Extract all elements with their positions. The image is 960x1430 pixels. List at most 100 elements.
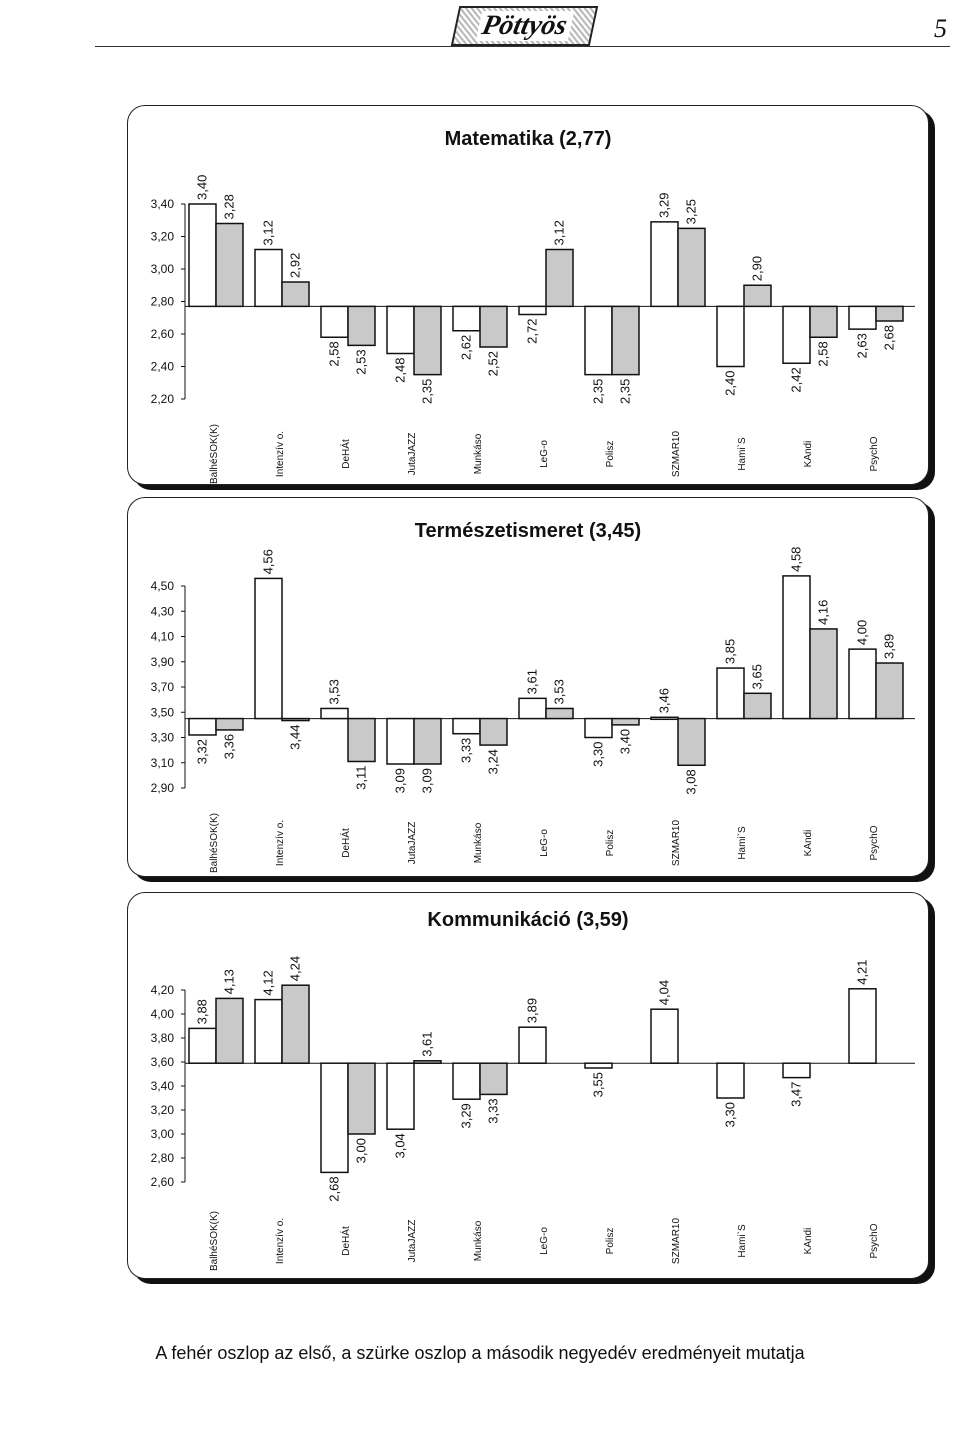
bar-first-quarter: [518, 1026, 547, 1064]
y-tick-label: 4,30: [151, 604, 175, 618]
bar-first-quarter: [188, 717, 217, 736]
data-label: 3,00: [354, 1138, 369, 1163]
data-label: 2,68: [882, 325, 897, 350]
data-label: 3,36: [222, 734, 237, 759]
bar-first-quarter: [716, 667, 745, 720]
bar-second-quarter: [215, 997, 244, 1064]
magazine-logo: Pöttyös: [450, 6, 599, 46]
chart-title: Matematika (2,77): [444, 128, 612, 150]
category-label: Hami`S: [736, 437, 748, 471]
y-tick-label: 2,80: [151, 1151, 175, 1165]
data-label: 2,35: [591, 379, 606, 404]
bar-second-quarter: [347, 305, 376, 347]
category-label: Polisz: [605, 441, 616, 468]
data-label: 4,58: [789, 547, 804, 572]
data-label: 4,04: [657, 980, 672, 1005]
category-label: Intenzív o.: [275, 431, 286, 477]
bar-first-quarter: [188, 1027, 217, 1064]
data-label: 3,40: [618, 729, 633, 754]
bar-second-quarter: [347, 1062, 376, 1135]
bar-first-quarter: [848, 305, 877, 330]
bar-first-quarter: [782, 1062, 811, 1079]
bar-second-quarter: [479, 717, 508, 746]
data-label: 2,68: [327, 1176, 342, 1201]
bar-first-quarter: [716, 1062, 745, 1099]
data-label: 3,85: [723, 639, 738, 664]
data-label: 3,11: [354, 765, 369, 789]
chart-matematika: 3,40 3,20 3,00 2,80 2,60 2,40 2,20 3,40 3,28 Balh…: [151, 175, 915, 484]
data-label: 3,08: [684, 769, 699, 794]
category-label: LeG-o: [539, 1227, 550, 1255]
category-label: Munkáso: [473, 822, 484, 863]
data-label: 3,09: [393, 768, 408, 793]
category-label: Intenzív o.: [275, 1218, 286, 1264]
data-label: 2,63: [855, 333, 870, 358]
y-tick-label: 3,90: [151, 655, 175, 669]
chart-panel-matematika: Matematika (2,77) 3,40 3,20 3,00 2,80 2,60 2,…: [127, 105, 929, 485]
page-header: Pöttyös 5: [0, 0, 960, 60]
data-label: 3,29: [459, 1103, 474, 1128]
category-label: SZMAR10: [671, 1218, 682, 1265]
bar-second-quarter: [611, 305, 640, 376]
bar-first-quarter: [320, 707, 349, 720]
category-label: BalhéSOK(K): [209, 813, 220, 873]
bar-second-quarter: [281, 984, 310, 1064]
category-label: PsychO: [869, 1223, 880, 1258]
bar-second-quarter: [413, 305, 442, 376]
data-label: 3,25: [684, 199, 699, 224]
data-label: 3,53: [552, 679, 567, 704]
bar-first-quarter: [452, 305, 481, 332]
page-number: 5: [934, 14, 947, 43]
data-label: 3,53: [327, 679, 342, 704]
category-label: KAndi: [803, 830, 814, 857]
data-label: 3,33: [486, 1098, 501, 1123]
bar-second-quarter: [281, 281, 310, 308]
chart-termeszetismeret: 4,50 4,30 4,10 3,90 3,70 3,50 3,30 3,10 2,90 3,32…: [151, 547, 915, 873]
data-label: 2,52: [486, 351, 501, 376]
bar-first-quarter: [650, 1008, 679, 1064]
bar-second-quarter: [215, 222, 244, 308]
data-label: 2,35: [618, 379, 633, 404]
data-label: 4,21: [855, 959, 870, 984]
bar-second-quarter: [809, 305, 838, 338]
data-label: 2,58: [327, 341, 342, 366]
category-label: Munkáso: [473, 433, 484, 474]
bar-first-quarter: [584, 305, 613, 376]
chart-kommunikacio: 4,20 4,00 3,80 3,60 3,40 3,20 3,00 2,80 2,60 3,88…: [151, 956, 915, 1271]
bar-first-quarter: [386, 717, 415, 765]
y-tick-label: 2,60: [151, 1175, 175, 1189]
category-label: JutaJAZZ: [407, 822, 418, 865]
y-tick-label: 3,40: [151, 1079, 175, 1093]
data-label: 2,42: [789, 367, 804, 392]
bar-first-quarter: [254, 998, 283, 1064]
category-label: KAndi: [803, 1228, 814, 1255]
y-tick-label: 3,50: [151, 705, 175, 719]
data-label: 3,29: [657, 193, 672, 218]
data-label: 3,89: [882, 634, 897, 659]
data-label: 3,61: [420, 1031, 435, 1056]
chart-panel-termeszetismeret: Természetismeret (3,45) 4,50 4,30 4,10 3,90…: [127, 497, 929, 877]
bar-second-quarter: [875, 662, 904, 720]
bar-second-quarter: [743, 692, 772, 720]
bar-second-quarter: [875, 305, 904, 322]
bar-first-quarter: [188, 203, 217, 308]
y-tick-label: 3,20: [151, 1103, 175, 1117]
bar-second-quarter: [743, 284, 772, 308]
bar-second-quarter: [545, 707, 574, 720]
category-label: KAndi: [803, 441, 814, 468]
bar-second-quarter: [677, 227, 706, 308]
category-label: JutaJAZZ: [407, 1220, 418, 1263]
bar-second-quarter: [413, 1060, 442, 1064]
logo-text: Pöttyös: [475, 10, 574, 41]
category-label: DeHÁt: [339, 828, 352, 858]
data-label: 3,44: [288, 725, 303, 750]
bar-first-quarter: [518, 697, 547, 720]
bar-first-quarter: [452, 717, 481, 735]
bar-first-quarter: [782, 305, 811, 364]
y-tick-label: 3,40: [151, 197, 175, 211]
bar-second-quarter: [677, 717, 706, 767]
bar-first-quarter: [452, 1062, 481, 1100]
y-tick-label: 4,00: [151, 1007, 175, 1021]
bar-first-quarter: [320, 1062, 349, 1174]
category-label: LeG-o: [539, 829, 550, 857]
